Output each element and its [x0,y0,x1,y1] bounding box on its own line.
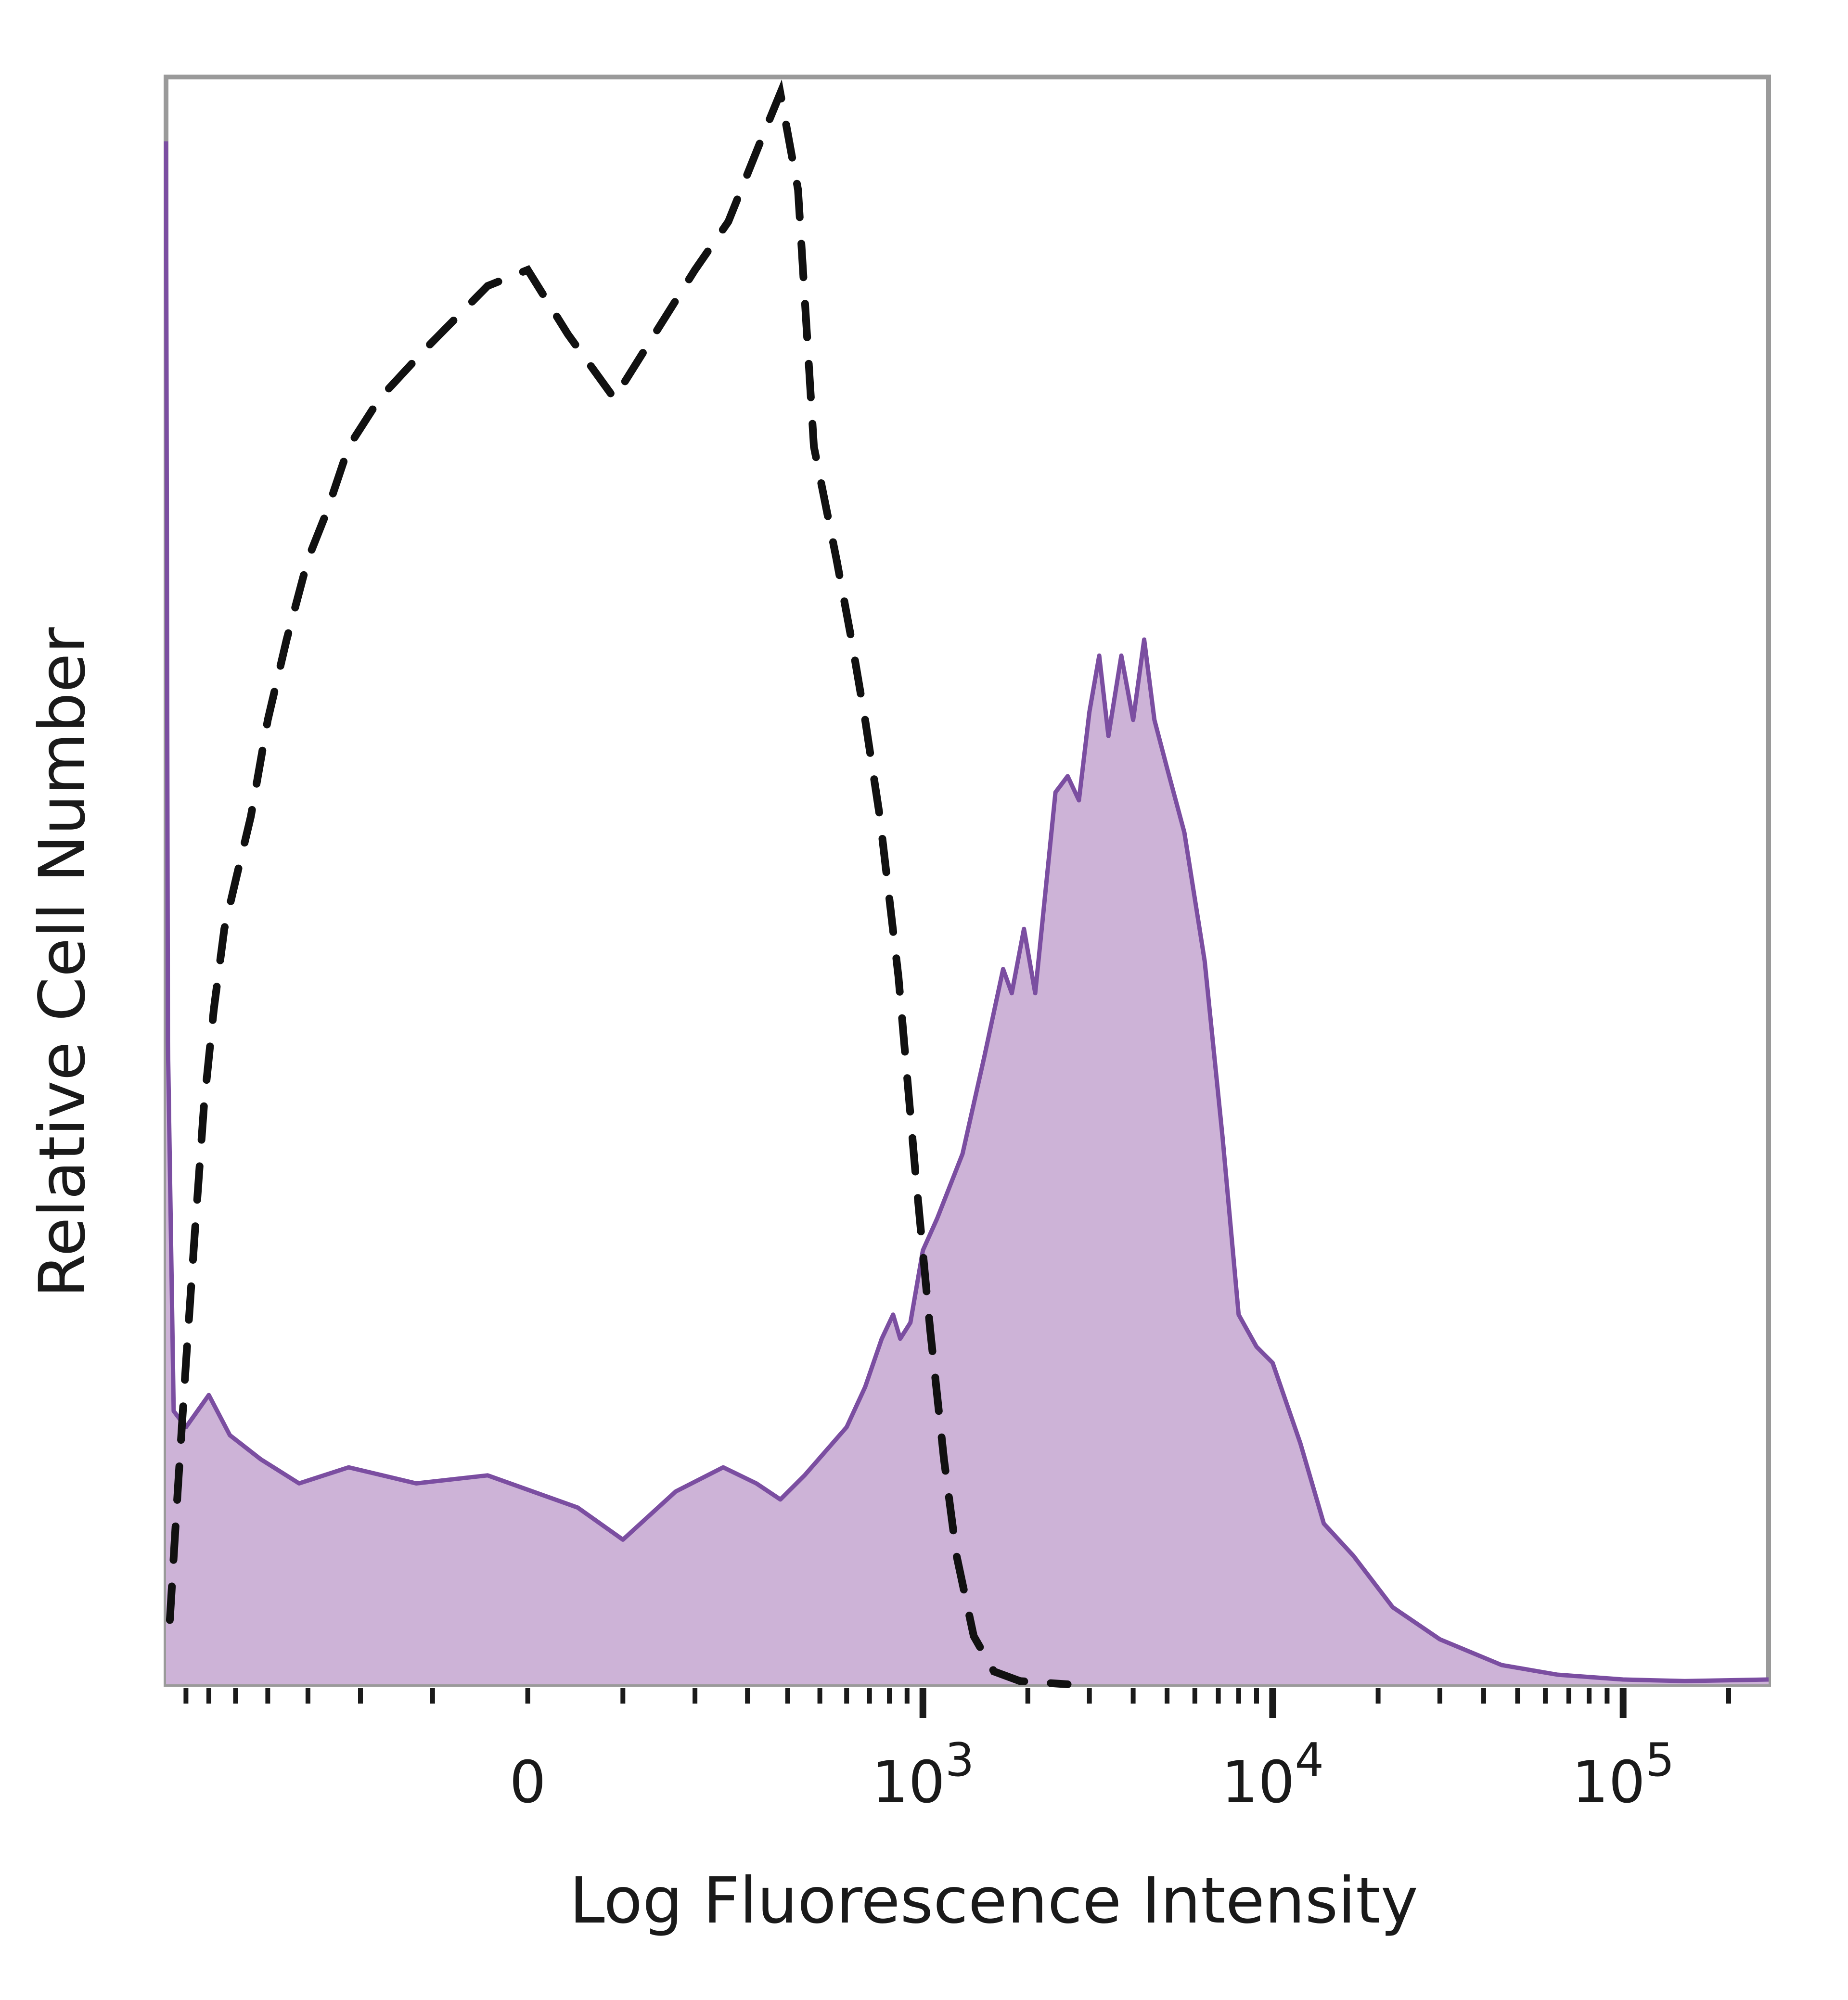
series-layer [164,79,1769,1688]
x-tick-label: 103 [872,1734,974,1816]
x-axis-ticks [183,1688,1731,1718]
control-histogram-dashed-line [166,79,1072,1688]
stained-histogram-line [164,141,1769,1683]
x-tick-label: 104 [1221,1734,1324,1816]
stained-histogram-fill [166,141,1769,1684]
x-tick-exponent: 3 [945,1734,974,1787]
x-tick-exponent: 4 [1295,1734,1324,1787]
x-tick-exponent: 5 [1645,1734,1674,1787]
x-axis-tick-labels: 0 103 104 105 [509,1734,1674,1816]
y-axis-label: Relative Cell Number [26,627,100,1298]
x-tick-label: 0 [509,1749,546,1816]
x-axis-label: Log Fluorescence Intensity [569,1864,1418,1938]
x-tick-label: 105 [1572,1734,1674,1816]
